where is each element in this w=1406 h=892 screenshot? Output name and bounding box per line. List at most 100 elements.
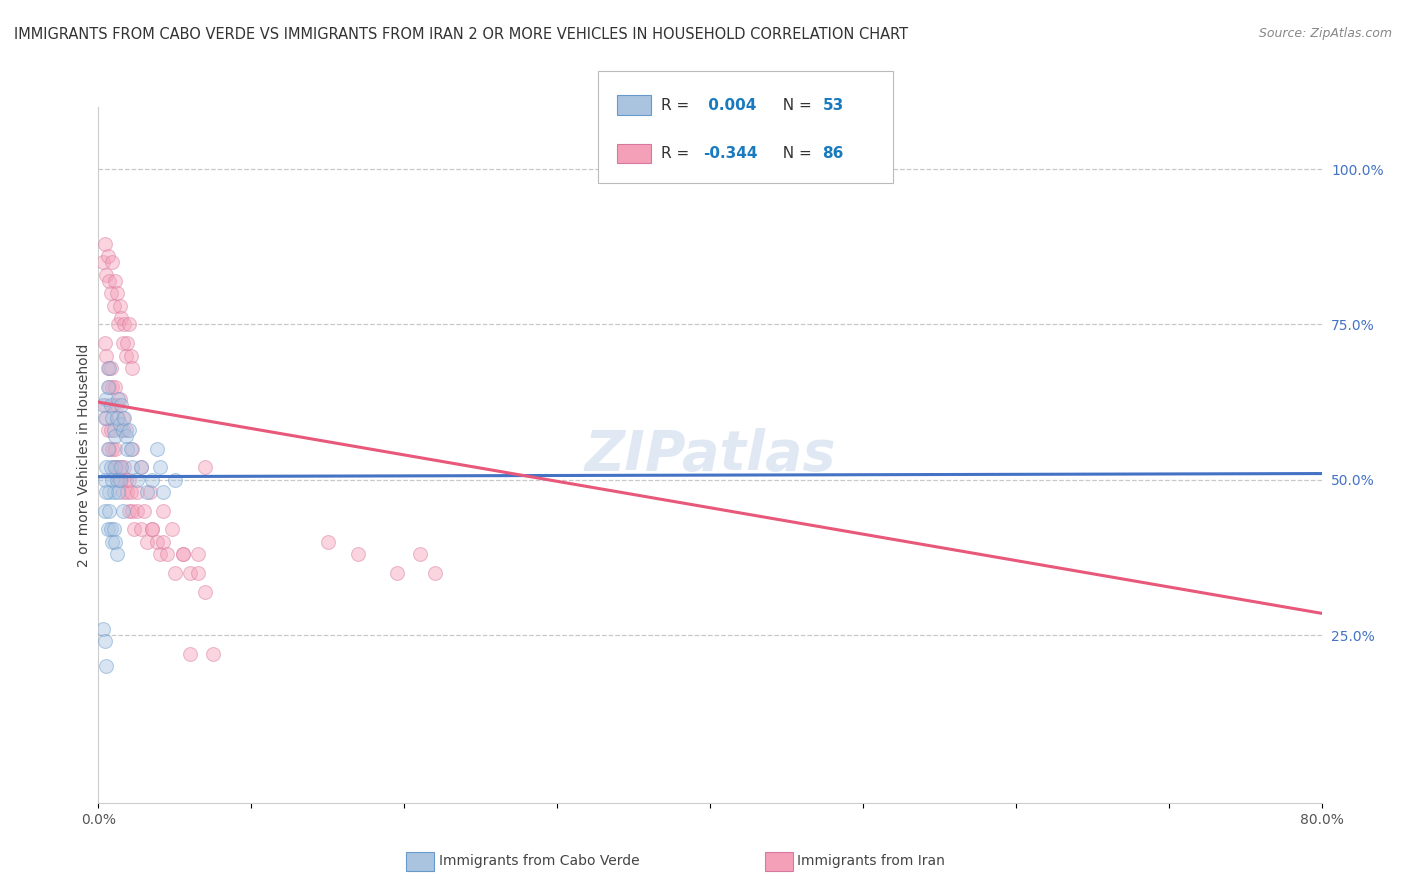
Text: Immigrants from Iran: Immigrants from Iran: [797, 854, 945, 868]
Point: [110, 460, 132, 475]
Point: [98, 442, 121, 456]
Point: [125, 504, 148, 518]
Point: [104, 534, 127, 549]
Point: [97, 442, 120, 456]
Point: [121, 442, 143, 456]
Point: [94, 349, 117, 363]
Point: [136, 485, 159, 500]
Point: [91, 398, 114, 412]
Point: [101, 473, 124, 487]
Point: [101, 379, 124, 393]
Point: [103, 423, 125, 437]
Point: [108, 417, 131, 431]
Point: [111, 336, 134, 351]
Point: [115, 473, 138, 487]
Point: [94, 392, 117, 406]
Point: [149, 460, 172, 475]
Text: N =: N =: [773, 146, 817, 161]
Text: IMMIGRANTS FROM CABO VERDE VS IMMIGRANTS FROM IRAN 2 OR MORE VEHICLES IN HOUSEHO: IMMIGRANTS FROM CABO VERDE VS IMMIGRANTS…: [14, 27, 908, 42]
Point: [385, 566, 408, 580]
Point: [97, 423, 120, 437]
Point: [194, 460, 217, 475]
Point: [115, 429, 138, 443]
Point: [121, 460, 143, 475]
Point: [93, 336, 115, 351]
Point: [111, 504, 134, 518]
Point: [94, 485, 117, 500]
Point: [125, 473, 148, 487]
Point: [98, 504, 121, 518]
Point: [101, 410, 124, 425]
Point: [101, 442, 124, 456]
Point: [163, 473, 186, 487]
Point: [91, 622, 114, 636]
Point: [93, 398, 115, 412]
Point: [107, 318, 129, 332]
Text: -0.344: -0.344: [703, 146, 758, 161]
Point: [141, 523, 163, 537]
Point: [120, 442, 142, 456]
Point: [129, 460, 152, 475]
Point: [117, 485, 139, 500]
Point: [104, 379, 127, 393]
Point: [202, 647, 225, 661]
Point: [110, 311, 132, 326]
Point: [107, 473, 129, 487]
Point: [97, 361, 120, 376]
Point: [117, 442, 139, 456]
Point: [121, 504, 143, 518]
Point: [101, 534, 124, 549]
Point: [134, 504, 156, 518]
Point: [187, 547, 209, 561]
Point: [112, 318, 135, 332]
Point: [100, 398, 122, 412]
Point: [108, 460, 131, 475]
Point: [145, 442, 167, 456]
Point: [110, 473, 132, 487]
Point: [93, 504, 115, 518]
Point: [98, 361, 121, 376]
Point: [129, 460, 152, 475]
Point: [101, 255, 124, 269]
Point: [118, 473, 141, 487]
Point: [94, 659, 117, 673]
Point: [104, 274, 127, 288]
Point: [179, 566, 201, 580]
Point: [112, 410, 135, 425]
Point: [91, 255, 114, 269]
Point: [152, 534, 174, 549]
Point: [145, 534, 167, 549]
Point: [152, 485, 174, 500]
Point: [110, 423, 132, 437]
Point: [93, 473, 115, 487]
Point: [107, 392, 129, 406]
Point: [100, 423, 122, 437]
Text: N =: N =: [773, 98, 817, 112]
Point: [408, 547, 430, 561]
Point: [122, 523, 145, 537]
Point: [115, 423, 138, 437]
Point: [115, 349, 138, 363]
Point: [163, 566, 186, 580]
Point: [93, 410, 115, 425]
Point: [149, 547, 172, 561]
Point: [100, 286, 122, 301]
Point: [100, 460, 122, 475]
Text: Source: ZipAtlas.com: Source: ZipAtlas.com: [1258, 27, 1392, 40]
Point: [97, 249, 120, 263]
Point: [117, 336, 139, 351]
Point: [103, 485, 125, 500]
Point: [105, 473, 128, 487]
Point: [104, 460, 127, 475]
Point: [194, 584, 217, 599]
Text: ZIPatlas: ZIPatlas: [585, 428, 835, 482]
Point: [103, 299, 125, 313]
Point: [103, 398, 125, 412]
Point: [139, 485, 162, 500]
Point: [108, 392, 131, 406]
Point: [118, 423, 141, 437]
Point: [94, 460, 117, 475]
Point: [141, 473, 163, 487]
Point: [93, 236, 115, 251]
Point: [94, 410, 117, 425]
